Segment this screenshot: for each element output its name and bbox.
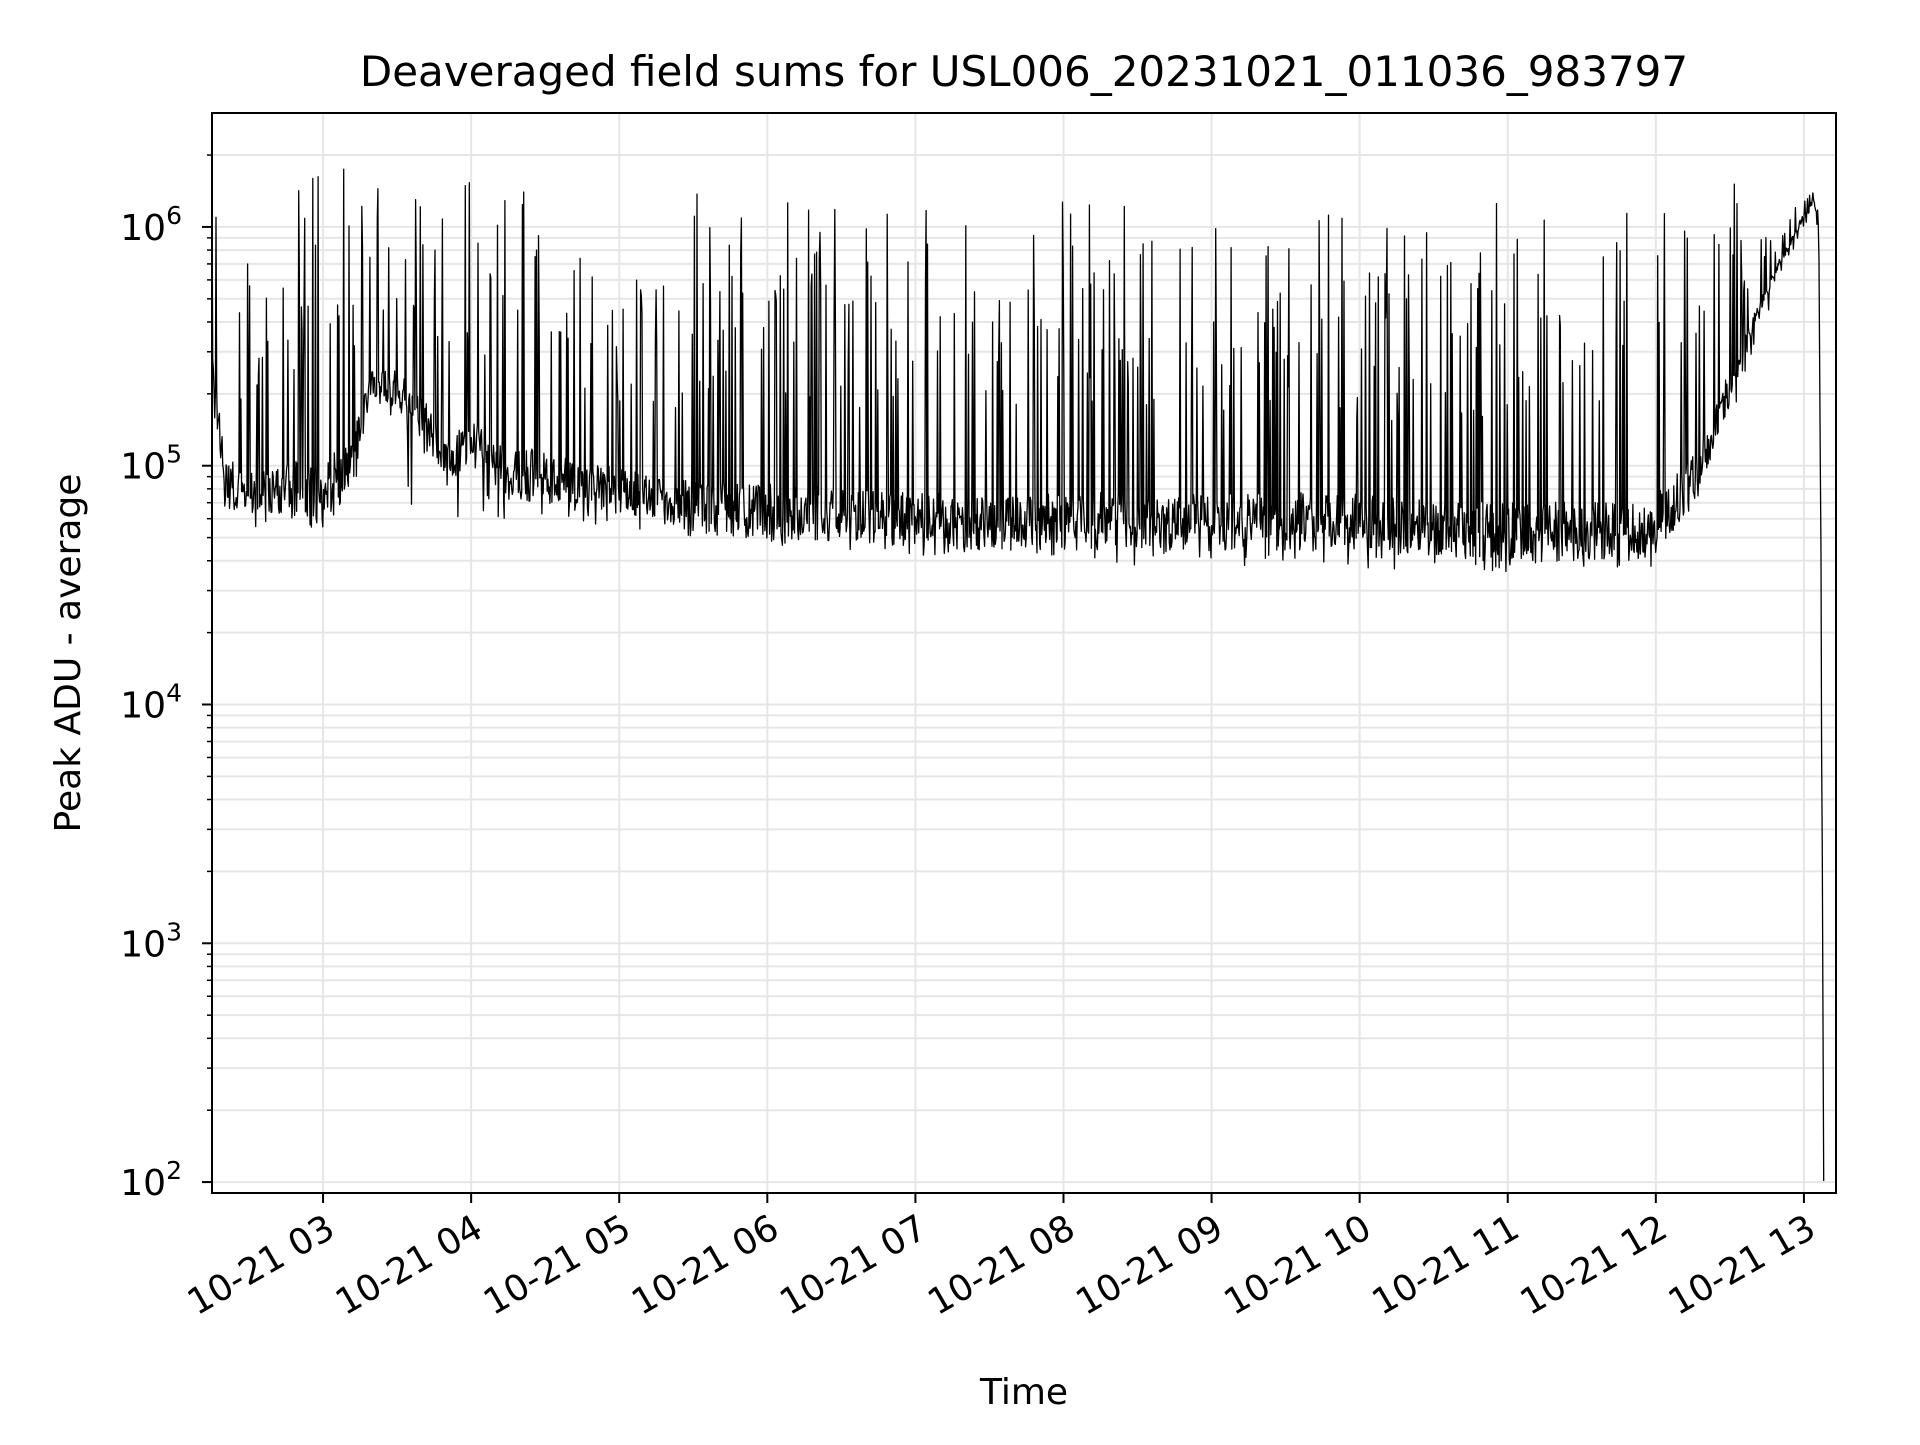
series-layer — [211, 168, 1825, 1182]
plot-frame — [211, 112, 1837, 1194]
y-tick-label: 104 — [120, 679, 182, 727]
y-tick-label: 105 — [120, 440, 182, 488]
y-tick-label: 102 — [120, 1156, 182, 1204]
y-tick-label: 103 — [120, 917, 182, 965]
y-tick-label: 106 — [120, 201, 182, 249]
y-axis: 102 103 104 105 106 — [120, 154, 212, 1204]
chart-title: Deaveraged field sums for USL006_2023102… — [360, 47, 1688, 96]
series-line-0 — [211, 168, 1825, 1182]
y-axis-label: Peak ADU - average — [48, 474, 89, 833]
x-axis-label: Time — [979, 1372, 1068, 1413]
